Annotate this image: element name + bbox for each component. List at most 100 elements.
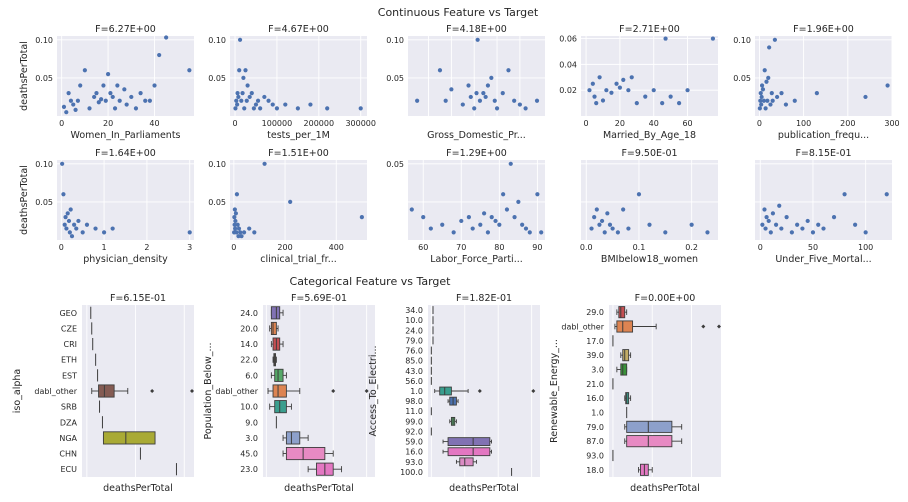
- data-point: [483, 94, 488, 100]
- data-point: [235, 102, 240, 107]
- box-3.0: [282, 431, 309, 445]
- subplot-title: F=4.18E+00: [446, 24, 507, 35]
- x-tick-label: 60: [418, 243, 428, 252]
- data-point: [164, 35, 169, 40]
- category-label: 1.0: [591, 409, 604, 418]
- data-point: [814, 91, 819, 96]
- data-point: [252, 230, 257, 235]
- data-point: [535, 192, 540, 197]
- x-axis-label: Women_In_Parliaments: [70, 130, 180, 141]
- data-point: [607, 222, 613, 227]
- box-subplot-4: 29.0 dabl_other 17.0 39.0 3.0 21.0 16.0 1.0 79.0…: [549, 293, 721, 494]
- data-point: [74, 226, 79, 231]
- subplots: 0 20 400.050.10F=6.27E+00Women_In_Parliame…: [12, 24, 900, 494]
- x-tick-label: 50: [808, 243, 818, 252]
- data-point: [647, 222, 652, 227]
- iqr-box: [285, 446, 326, 461]
- x-tick-label: 1: [102, 243, 107, 252]
- iqr-box: [622, 349, 630, 362]
- y-tick-label: 0.05: [208, 198, 226, 207]
- data-point: [821, 226, 826, 231]
- scatter-subplot-5: 0 100 200 300 0.05 0.10 F=1.96E+00 publication_…: [733, 24, 899, 141]
- data-point: [61, 192, 66, 197]
- subplot-title: F=8.15E-01: [795, 148, 851, 159]
- data-point: [589, 226, 594, 231]
- category-label: 24.0: [240, 309, 258, 318]
- scatter-subplot-6: 0 1 2 3 0.05 0.10 F=1.64E+00 physician_density d…: [19, 148, 194, 265]
- category-label: 87.0: [586, 437, 604, 446]
- data-point: [689, 222, 694, 227]
- iqr-box: [272, 384, 287, 398]
- data-point: [233, 211, 238, 216]
- plot-area: [230, 36, 367, 116]
- data-point: [470, 226, 475, 231]
- data-point: [764, 215, 769, 220]
- data-point: [770, 98, 775, 103]
- x-tick-label: 300: [884, 119, 899, 128]
- y-tick-label: 0.05: [386, 160, 404, 169]
- category-label: 22.0: [240, 356, 258, 365]
- x-tick-label: 3: [187, 243, 192, 252]
- data-point: [237, 37, 243, 42]
- data-point: [643, 94, 648, 99]
- box-subplot-2: 24.0 20.0 14.0 22.0 6.0 dabl_other 10.0 9.0 3.0 4…: [203, 293, 375, 494]
- data-point: [236, 94, 241, 100]
- x-tick-label: 60: [682, 119, 692, 128]
- data-point: [763, 226, 768, 231]
- data-point: [617, 85, 623, 90]
- data-point: [759, 83, 765, 88]
- data-point: [235, 222, 240, 227]
- outlier-marker: [717, 324, 721, 329]
- data-point: [245, 83, 250, 88]
- category-label: 1.0: [410, 387, 423, 396]
- data-point: [783, 102, 789, 107]
- data-point: [62, 222, 67, 227]
- data-point: [660, 100, 665, 106]
- box-16.0: [442, 447, 492, 457]
- box-24.0: [270, 306, 284, 320]
- plot-area: [230, 160, 367, 240]
- x-tick-label: 0: [59, 243, 64, 252]
- category-label: NGA: [59, 434, 77, 443]
- plot-area: [57, 160, 194, 240]
- box-1.0: [434, 386, 469, 396]
- data-point: [489, 75, 494, 81]
- data-point: [842, 192, 847, 197]
- x-tick-label: 0: [59, 119, 64, 128]
- data-point: [147, 98, 152, 103]
- x-tick-label: 40: [149, 119, 159, 128]
- data-point: [604, 88, 609, 93]
- data-point: [634, 100, 639, 106]
- data-point: [500, 91, 505, 96]
- data-point: [87, 106, 92, 111]
- box-39.0: [620, 349, 632, 362]
- data-point: [777, 203, 782, 208]
- x-tick-label: 0: [231, 243, 236, 252]
- x-tick-label: 400: [329, 243, 344, 252]
- subplot-title: F=4.67E+00: [268, 24, 329, 35]
- data-point: [762, 68, 767, 73]
- data-point: [262, 161, 267, 166]
- data-point: [233, 218, 238, 224]
- iqr-box: [270, 321, 277, 336]
- data-point: [68, 98, 74, 103]
- data-point: [64, 110, 69, 115]
- data-point: [763, 106, 768, 111]
- data-point: [124, 102, 129, 107]
- iqr-box: [626, 420, 673, 433]
- category-label: 79.0: [586, 423, 604, 432]
- data-point: [110, 226, 115, 231]
- continuous-title: Continuous Feature vs Target: [378, 6, 539, 19]
- data-point: [764, 79, 769, 84]
- data-point: [234, 98, 239, 103]
- y-tick-label: 0.02: [559, 86, 577, 95]
- category-label: 45.0: [240, 450, 258, 459]
- data-point: [232, 207, 237, 212]
- data-point: [133, 106, 139, 111]
- data-point: [251, 106, 256, 111]
- data-point: [101, 83, 106, 88]
- data-point: [810, 230, 816, 235]
- subplot-title: F=1.82E-01: [456, 293, 512, 304]
- data-point: [437, 68, 443, 73]
